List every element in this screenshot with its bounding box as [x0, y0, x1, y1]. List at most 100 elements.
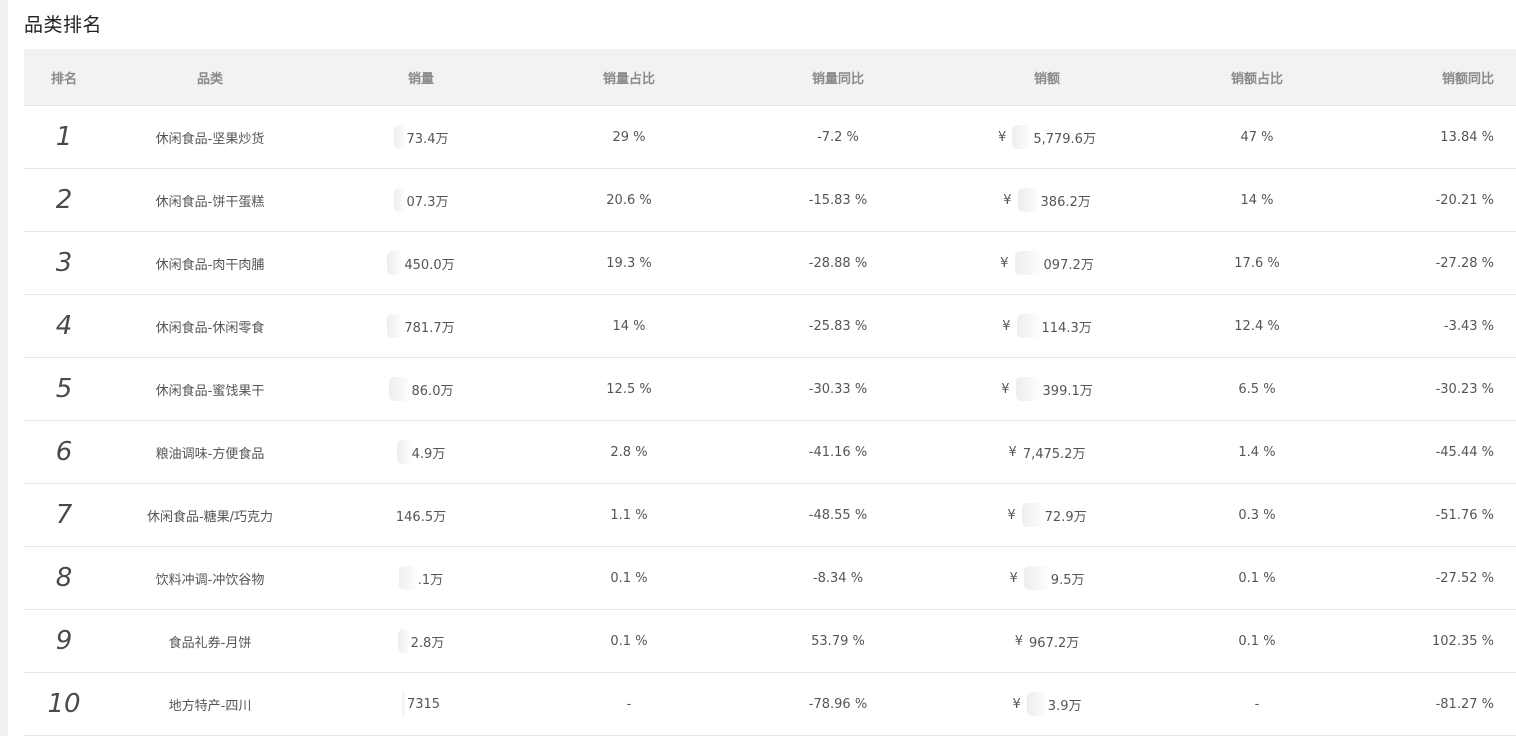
sales-amount-cell: ¥967.2万	[962, 610, 1132, 672]
currency-symbol: ¥	[1007, 507, 1016, 523]
category-cell: 休闲食品-蜜饯果干	[155, 383, 265, 399]
sales-volume-cell: 2.8万	[354, 610, 488, 672]
sales-amount-cell: ¥114.3万	[962, 295, 1132, 357]
sales-volume-cell: 86.0万	[354, 358, 488, 420]
rank-number: 3	[55, 248, 73, 278]
volume-share-cell: 29 %	[612, 129, 646, 145]
sales-volume-value: .1万	[417, 572, 444, 588]
header-amount-share[interactable]: 销额占比	[1230, 71, 1283, 87]
redacted-blur	[1026, 692, 1047, 716]
table-row[interactable]: 7 休闲食品-糖果/巧克力 146.5万 1.1 % -48.55 % ¥72.9万 0.3…	[24, 484, 1516, 547]
volume-share-cell: 19.3 %	[606, 255, 652, 271]
redacted-blur	[396, 440, 411, 464]
sales-volume-value: 86.0万	[411, 383, 454, 399]
table-row[interactable]: 5 休闲食品-蜜饯果干 86.0万 12.5 % -30.33 % ¥399.1万 6.5 …	[24, 358, 1516, 421]
category-ranking-panel: 品类排名 排名 品类 销量 销量占比 销量同比 销额 销额占比 销额同比 1 休闲…	[8, 0, 1516, 736]
header-volume-yoy[interactable]: 销量同比	[811, 71, 864, 87]
sales-volume-value: 146.5万	[395, 509, 447, 525]
table-row[interactable]: 3 休闲食品-肉干肉脯 450.0万 19.3 % -28.88 % ¥097.2万 17.…	[24, 232, 1516, 295]
header-sales-volume[interactable]: 销量	[407, 71, 434, 87]
rank-cell: 1	[24, 106, 104, 168]
redacted-blur	[387, 314, 404, 338]
rank-number: 9	[55, 626, 73, 656]
rank-cell: 5	[24, 358, 104, 420]
sales-volume-value: 73.4万	[406, 131, 449, 147]
table-header: 排名 品类 销量 销量占比 销量同比 销额 销额占比 销额同比	[24, 49, 1516, 106]
redacted-blur	[1014, 251, 1043, 275]
table-row[interactable]: 9 食品礼券-月饼 2.8万 0.1 % 53.79 % ¥967.2万 0.1 % 102.…	[24, 610, 1516, 673]
sales-amount-cell: ¥399.1万	[962, 358, 1132, 420]
volume-share-cell: 12.5 %	[606, 381, 652, 397]
redacted-blur	[388, 377, 411, 401]
amount-share-cell: 6.5 %	[1238, 381, 1276, 397]
table-row[interactable]: 8 饮料冲调-冲饮谷物 .1万 0.1 % -8.34 % ¥9.5万 0.1 % -27.5…	[24, 547, 1516, 610]
table-row[interactable]: 10 地方特产-四川 7315 - -78.96 % ¥3.9万 - -81.27 %	[24, 673, 1516, 736]
rank-cell: 10	[24, 673, 104, 735]
volume-yoy-cell: 53.79 %	[811, 633, 865, 649]
currency-symbol: ¥	[1014, 633, 1024, 649]
category-cell: 地方特产-四川	[168, 698, 252, 714]
currency-symbol: ¥	[1000, 255, 1009, 271]
amount-yoy-cell: -30.23 %	[1435, 381, 1494, 397]
sales-volume-cell: 146.5万	[354, 484, 488, 546]
header-category[interactable]: 品类	[196, 71, 223, 87]
table-row[interactable]: 6 粮油调味-方便食品 4.9万 2.8 % -41.16 % ¥7,475.2万 1.4 …	[24, 421, 1516, 484]
table-row[interactable]: 1 休闲食品-坚果炒货 73.4万 29 % -7.2 % ¥5,779.6万 47 % 13…	[24, 106, 1516, 169]
amount-share-cell: 0.1 %	[1238, 570, 1276, 586]
sales-amount-value: 399.1万	[1042, 383, 1093, 399]
category-ranking-table: 排名 品类 销量 销量占比 销量同比 销额 销额占比 销额同比 1 休闲食品-坚果…	[24, 49, 1516, 736]
table-body: 1 休闲食品-坚果炒货 73.4万 29 % -7.2 % ¥5,779.6万 47 % 13…	[24, 106, 1516, 736]
sales-volume-cell: 07.3万	[354, 169, 488, 231]
currency-symbol: ¥	[1008, 444, 1017, 460]
sales-amount-value: 5,779.6万	[1033, 131, 1096, 147]
sales-amount-value: 9.5万	[1050, 572, 1085, 588]
redacted-blur	[393, 188, 406, 212]
sales-amount-value: 72.9万	[1044, 509, 1087, 525]
sales-amount-value: 386.2万	[1040, 194, 1091, 210]
currency-symbol: ¥	[1012, 696, 1021, 712]
amount-yoy-cell: -51.76 %	[1435, 507, 1494, 523]
volume-yoy-cell: -7.2 %	[817, 129, 859, 145]
amount-share-cell: 47 %	[1240, 129, 1274, 145]
table-row[interactable]: 4 休闲食品-休闲零食 781.7万 14 % -25.83 % ¥114.3万 12.4 …	[24, 295, 1516, 358]
sales-volume-value: 07.3万	[406, 194, 449, 210]
header-amount-yoy[interactable]: 销额同比	[1441, 71, 1494, 87]
amount-yoy-cell: 102.35 %	[1432, 633, 1494, 649]
volume-share-cell: 14 %	[612, 318, 646, 334]
amount-share-cell: 1.4 %	[1238, 444, 1276, 460]
volume-yoy-cell: -25.83 %	[808, 318, 868, 334]
table-row[interactable]: 2 休闲食品-饼干蛋糕 07.3万 20.6 % -15.83 % ¥386.2万 14 %…	[24, 169, 1516, 232]
rank-cell: 7	[24, 484, 104, 546]
amount-yoy-cell: -3.43 %	[1443, 318, 1494, 334]
category-cell: 休闲食品-坚果炒货	[155, 131, 265, 147]
redacted-blur	[1015, 377, 1042, 401]
volume-yoy-cell: -15.83 %	[808, 192, 868, 208]
sales-amount-value: 114.3万	[1041, 320, 1092, 336]
amount-share-cell: -	[1254, 696, 1260, 712]
amount-yoy-cell: -20.21 %	[1435, 192, 1494, 208]
redacted-blur	[397, 629, 410, 653]
header-sales-amount[interactable]: 销额	[1033, 71, 1060, 87]
sales-volume-value: 781.7万	[404, 320, 455, 336]
rank-number: 10	[47, 689, 81, 719]
redacted-blur	[1021, 503, 1044, 527]
page-title: 品类排名	[24, 14, 103, 36]
sales-volume-cell: 781.7万	[354, 295, 488, 357]
sales-amount-cell: ¥72.9万	[962, 484, 1132, 546]
amount-share-cell: 0.1 %	[1238, 633, 1276, 649]
category-cell: 休闲食品-休闲零食	[155, 320, 265, 336]
sales-amount-value: 3.9万	[1047, 698, 1082, 714]
header-rank[interactable]: 排名	[50, 71, 77, 87]
volume-yoy-cell: -78.96 %	[808, 696, 868, 712]
amount-yoy-cell: -45.44 %	[1435, 444, 1494, 460]
currency-symbol: ¥	[1009, 570, 1018, 586]
header-volume-share[interactable]: 销量占比	[602, 71, 655, 87]
rank-number: 5	[55, 374, 73, 404]
currency-symbol: ¥	[1002, 318, 1011, 334]
sales-volume-cell: 7315	[354, 673, 488, 735]
volume-yoy-cell: -30.33 %	[808, 381, 868, 397]
redacted-blur	[387, 251, 404, 275]
amount-share-cell: 0.3 %	[1238, 507, 1276, 523]
sales-amount-cell: ¥097.2万	[962, 232, 1132, 294]
volume-share-cell: 1.1 %	[610, 507, 648, 523]
